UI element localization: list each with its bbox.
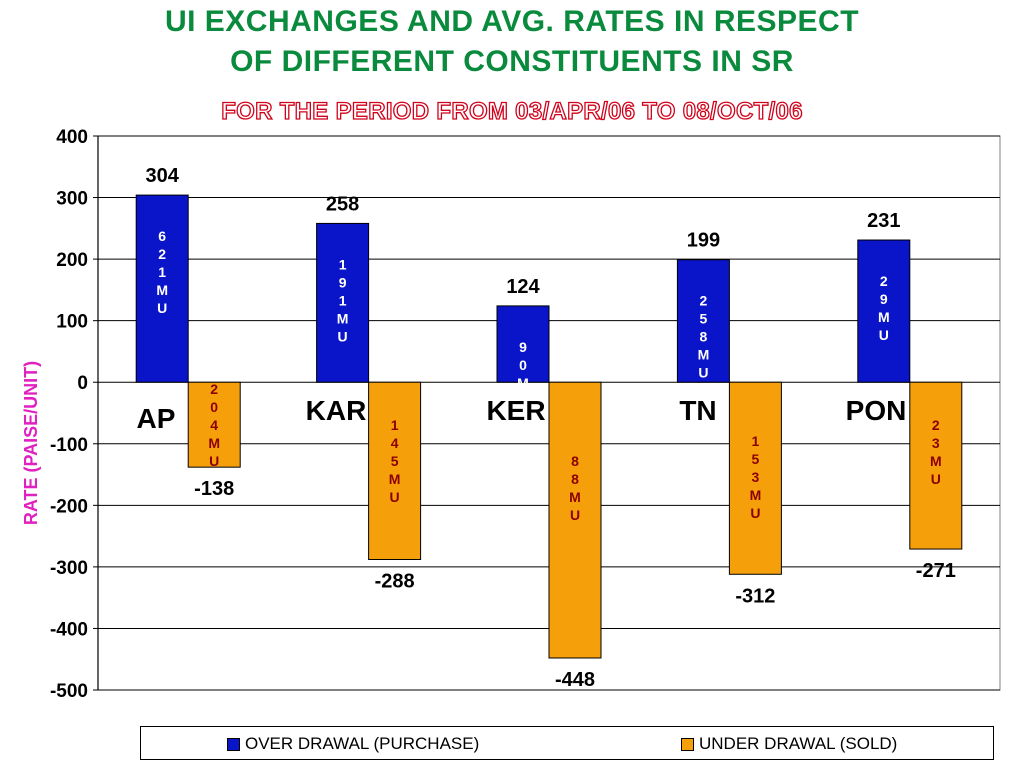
bar-label-under-kar-0: 1 xyxy=(391,417,399,433)
bar-label-over-ap-3: M xyxy=(156,282,168,298)
value-label-under-ker: -448 xyxy=(555,669,595,691)
bar-label-over-ker-0: 9 xyxy=(519,339,527,355)
bar-label-over-tn-4: U xyxy=(698,365,708,381)
value-label-over-ker: 124 xyxy=(506,276,540,298)
bar-label-under-ap-0: 2 xyxy=(210,381,218,397)
bar-label-over-pon-1: 9 xyxy=(880,291,888,307)
bar-label-under-ker-3: U xyxy=(570,507,580,523)
bar-under-ap xyxy=(187,381,241,468)
bar-label-over-pon-0: 2 xyxy=(880,273,888,289)
bar-label-over-tn-2: 8 xyxy=(700,329,708,345)
bar-label-over-kar-4: U xyxy=(338,328,348,344)
y-tick-label-5: -100 xyxy=(50,435,88,456)
bar-label-under-tn-0: 1 xyxy=(752,433,760,449)
bar-label-under-pon-2: M xyxy=(930,453,942,469)
y-tick-label-1: 300 xyxy=(56,189,88,210)
category-label-kar: KAR xyxy=(306,395,367,426)
bar-label-under-tn-1: 5 xyxy=(752,451,760,467)
y-tick-label-9: -500 xyxy=(50,681,88,702)
legend-label-under: UNDER DRAWAL (SOLD) xyxy=(699,734,898,753)
category-label-tn: TN xyxy=(679,395,716,426)
chart-title-line-1: UI EXCHANGES AND AVG. RATES IN RESPECT xyxy=(164,5,860,38)
bar-label-under-kar-2: 5 xyxy=(391,453,399,469)
bar-label-over-ker-1: 0 xyxy=(519,357,527,373)
bar-label-under-ap-1: 0 xyxy=(210,399,218,415)
bar-label-over-pon-3: U xyxy=(879,327,889,343)
bar-under-pon xyxy=(909,381,963,550)
value-label-under-ap: -138 xyxy=(194,478,234,500)
bar-label-under-kar-4: U xyxy=(390,489,400,505)
y-tick-label-8: -400 xyxy=(50,619,88,640)
bar-label-over-kar-2: 1 xyxy=(339,292,347,308)
category-label-pon: PON xyxy=(846,395,907,426)
y-tick-label-7: -300 xyxy=(50,558,88,579)
bar-label-over-kar-3: M xyxy=(337,310,349,326)
bar-label-over-pon-2: M xyxy=(878,309,890,325)
legend-swatch-over xyxy=(227,737,240,751)
bar-label-under-ker-0: 8 xyxy=(571,453,579,469)
y-tick-label-3: 100 xyxy=(56,312,88,333)
value-label-under-pon: -271 xyxy=(916,560,956,582)
value-label-over-tn: 199 xyxy=(687,230,720,252)
y-tick-label-2: 200 xyxy=(56,250,88,271)
y-tick-label-6: -200 xyxy=(50,496,88,517)
chart-title-line-2: OF DIFFERENT CONSTITUENTS IN SR xyxy=(230,45,794,78)
y-axis-label: RATE (PAISE/UNIT) xyxy=(21,361,41,525)
value-label-over-pon: 231 xyxy=(867,210,900,232)
bar-label-under-tn-4: U xyxy=(750,505,760,521)
bar-label-under-ap-3: M xyxy=(208,435,220,451)
chart-legend: OVER DRAWAL (PURCHASE) UNDER DRAWAL (SOL… xyxy=(140,726,994,760)
bar-label-under-ap-2: 4 xyxy=(210,417,218,433)
chart-subtitle: FOR THE PERIOD FROM 03/APR/06 TO 08/OCT/… xyxy=(221,97,804,125)
legend-item-over-drawal: OVER DRAWAL (PURCHASE) xyxy=(227,734,479,754)
legend-swatch-under xyxy=(681,737,694,751)
bar-label-over-ker-3: U xyxy=(518,393,528,409)
bar-label-over-tn-3: M xyxy=(698,347,710,363)
y-tick-label-0: 400 xyxy=(56,127,88,148)
bar-label-over-tn-0: 2 xyxy=(700,293,708,309)
bar-label-over-ap-0: 6 xyxy=(158,228,166,244)
bar-label-under-pon-3: U xyxy=(931,471,941,487)
value-label-over-kar: 258 xyxy=(326,193,359,215)
y-tick-label-4: 0 xyxy=(77,373,88,394)
category-label-ap: AP xyxy=(137,403,176,434)
bar-under-ker xyxy=(548,381,602,659)
legend-label-over: OVER DRAWAL (PURCHASE) xyxy=(245,734,480,753)
bar-over-kar xyxy=(316,222,370,383)
value-label-under-kar: -288 xyxy=(375,571,415,593)
bar-label-under-kar-1: 4 xyxy=(391,435,399,451)
bar-over-tn xyxy=(676,259,730,383)
legend-item-under-drawal: UNDER DRAWAL (SOLD) xyxy=(681,734,897,754)
bar-label-under-pon-1: 3 xyxy=(932,435,940,451)
bar-label-over-ker-2: M xyxy=(517,375,529,391)
bar-label-over-ap-2: 1 xyxy=(158,264,166,280)
bar-over-pon xyxy=(857,239,911,383)
bar-under-kar xyxy=(368,381,422,561)
category-label-ker: KER xyxy=(486,395,545,426)
bar-label-under-kar-3: M xyxy=(389,471,401,487)
value-label-under-tn: -312 xyxy=(735,585,775,607)
bar-over-ker xyxy=(496,305,550,383)
bar-label-under-tn-2: 3 xyxy=(752,469,760,485)
bar-label-over-ap-1: 2 xyxy=(158,246,166,262)
bar-label-over-ap-4: U xyxy=(157,300,167,316)
value-label-over-ap: 304 xyxy=(146,165,180,187)
bar-label-over-kar-0: 1 xyxy=(339,256,347,272)
bar-under-tn xyxy=(728,381,782,575)
bar-label-over-tn-1: 5 xyxy=(700,311,708,327)
bar-label-under-tn-3: M xyxy=(750,487,762,503)
bar-label-over-kar-1: 9 xyxy=(339,274,347,290)
bar-label-under-pon-0: 2 xyxy=(932,417,940,433)
bar-label-under-ker-1: 8 xyxy=(571,471,579,487)
bar-label-under-ap-4: U xyxy=(209,453,219,469)
bar-label-under-ker-2: M xyxy=(569,489,581,505)
bar-over-ap xyxy=(135,194,189,383)
